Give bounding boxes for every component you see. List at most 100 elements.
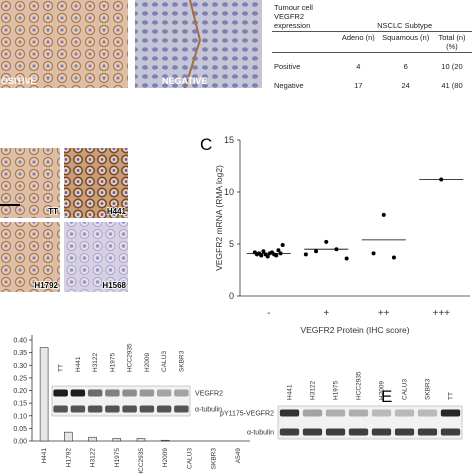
x-tick-label: H441 <box>41 448 48 464</box>
band <box>302 409 323 417</box>
y-tick-label: 0.15 <box>13 401 27 408</box>
row-label: Positive <box>274 62 301 71</box>
band <box>440 409 461 417</box>
lane-label: HCC2935 <box>127 343 134 372</box>
band <box>394 428 415 436</box>
data-point <box>371 251 376 256</box>
band <box>279 409 300 417</box>
band <box>348 428 369 436</box>
x-tick-label: H1975 <box>114 448 121 468</box>
data-point <box>391 255 396 260</box>
y-tick-label: 0 <box>229 291 234 301</box>
header: Tumour cell VEGFR2 expression <box>272 2 338 32</box>
lane-label: HCC2935 <box>356 371 363 400</box>
band <box>122 389 137 397</box>
image-label: OSITIVE <box>1 76 37 86</box>
data-point <box>344 256 349 261</box>
band <box>139 389 155 397</box>
data-point <box>259 253 264 258</box>
y-tick-label: 0.05 <box>13 426 27 433</box>
cell-line-label: H1792 <box>34 281 58 290</box>
band <box>348 409 369 417</box>
row-label: pY1175-VEGFR2 <box>220 411 274 418</box>
band <box>70 389 86 397</box>
lane-label: TT <box>58 364 65 372</box>
x-tick-label: - <box>267 308 270 319</box>
lane-label: CALU3 <box>161 351 168 372</box>
lane-label: H1975 <box>333 380 340 400</box>
lane-label: H441 <box>75 356 82 372</box>
lane-label: H3122 <box>310 380 317 400</box>
row-label: α-tubulin <box>247 430 274 437</box>
micrograph <box>64 222 128 292</box>
bar <box>39 347 49 442</box>
micrograph <box>0 222 60 292</box>
band <box>325 409 346 417</box>
micrograph <box>64 148 128 218</box>
y-tick-label: 10 <box>224 187 234 197</box>
y-tick-label: 0.30 <box>13 363 27 370</box>
y-tick-label: 0.35 <box>13 350 27 357</box>
lane-label: TT <box>448 392 455 400</box>
x-tick-label: H2009 <box>162 448 169 468</box>
cell-line-label: H1568 <box>102 281 126 290</box>
band <box>156 405 172 413</box>
data-point <box>280 243 285 248</box>
data-point <box>381 212 386 217</box>
band <box>70 405 86 413</box>
band <box>325 428 346 436</box>
cell: 10 (20 <box>441 62 463 71</box>
cell-line-label: H441 <box>107 207 127 216</box>
micrograph <box>0 0 128 88</box>
band <box>279 428 300 436</box>
x-tick-label: HCC2935 <box>138 448 145 474</box>
column-header: Adeno (n) <box>337 31 380 53</box>
data-point <box>265 254 270 259</box>
bar <box>112 438 122 442</box>
panel-label: E <box>381 387 392 406</box>
band <box>302 428 323 436</box>
cell: 6 <box>403 62 408 71</box>
x-tick-label: + <box>323 308 329 319</box>
vessel <box>184 0 202 89</box>
cell: 24 <box>401 81 410 90</box>
x-axis-label: VEGFR2 Protein (IHC score) <box>300 325 409 335</box>
lane-label: SKBR3 <box>425 378 432 400</box>
band <box>174 405 189 413</box>
panel-label: C <box>200 135 212 154</box>
band <box>87 389 103 397</box>
band <box>53 405 68 413</box>
lane-label: H1975 <box>109 352 116 372</box>
data-point <box>261 249 266 254</box>
lane-label: SKBR3 <box>178 350 185 372</box>
y-tick-label: 5 <box>229 239 234 249</box>
band <box>156 389 172 397</box>
band <box>53 389 68 397</box>
y-tick-label: 0.20 <box>13 388 27 395</box>
lane-label: H2009 <box>379 380 386 400</box>
lane-label: H3122 <box>92 352 99 372</box>
lane-label: CALU3 <box>402 379 409 400</box>
y-tick-label: 0.40 <box>13 338 27 345</box>
lane-label: H441 <box>287 384 294 400</box>
data-point <box>303 252 308 257</box>
row-label: VEGFR2 <box>195 391 223 398</box>
header: NSCLC Subtype <box>337 2 472 32</box>
lane-label: H2009 <box>144 352 151 372</box>
y-tick-label: 15 <box>224 135 234 145</box>
cell: 17 <box>354 81 363 90</box>
cell: 41 (80 <box>441 81 463 90</box>
bar <box>136 438 146 442</box>
data-point <box>274 253 279 258</box>
bar <box>88 436 97 442</box>
band <box>174 389 189 397</box>
cell: 4 <box>356 62 361 71</box>
band <box>105 389 120 397</box>
x-tick-label: A549 <box>235 448 242 464</box>
column-header: Squamous (n) <box>379 31 432 53</box>
band <box>122 405 137 413</box>
band <box>105 405 120 413</box>
table: Tumour cell VEGFR2 expression NSCLC Subty… <box>272 2 472 91</box>
